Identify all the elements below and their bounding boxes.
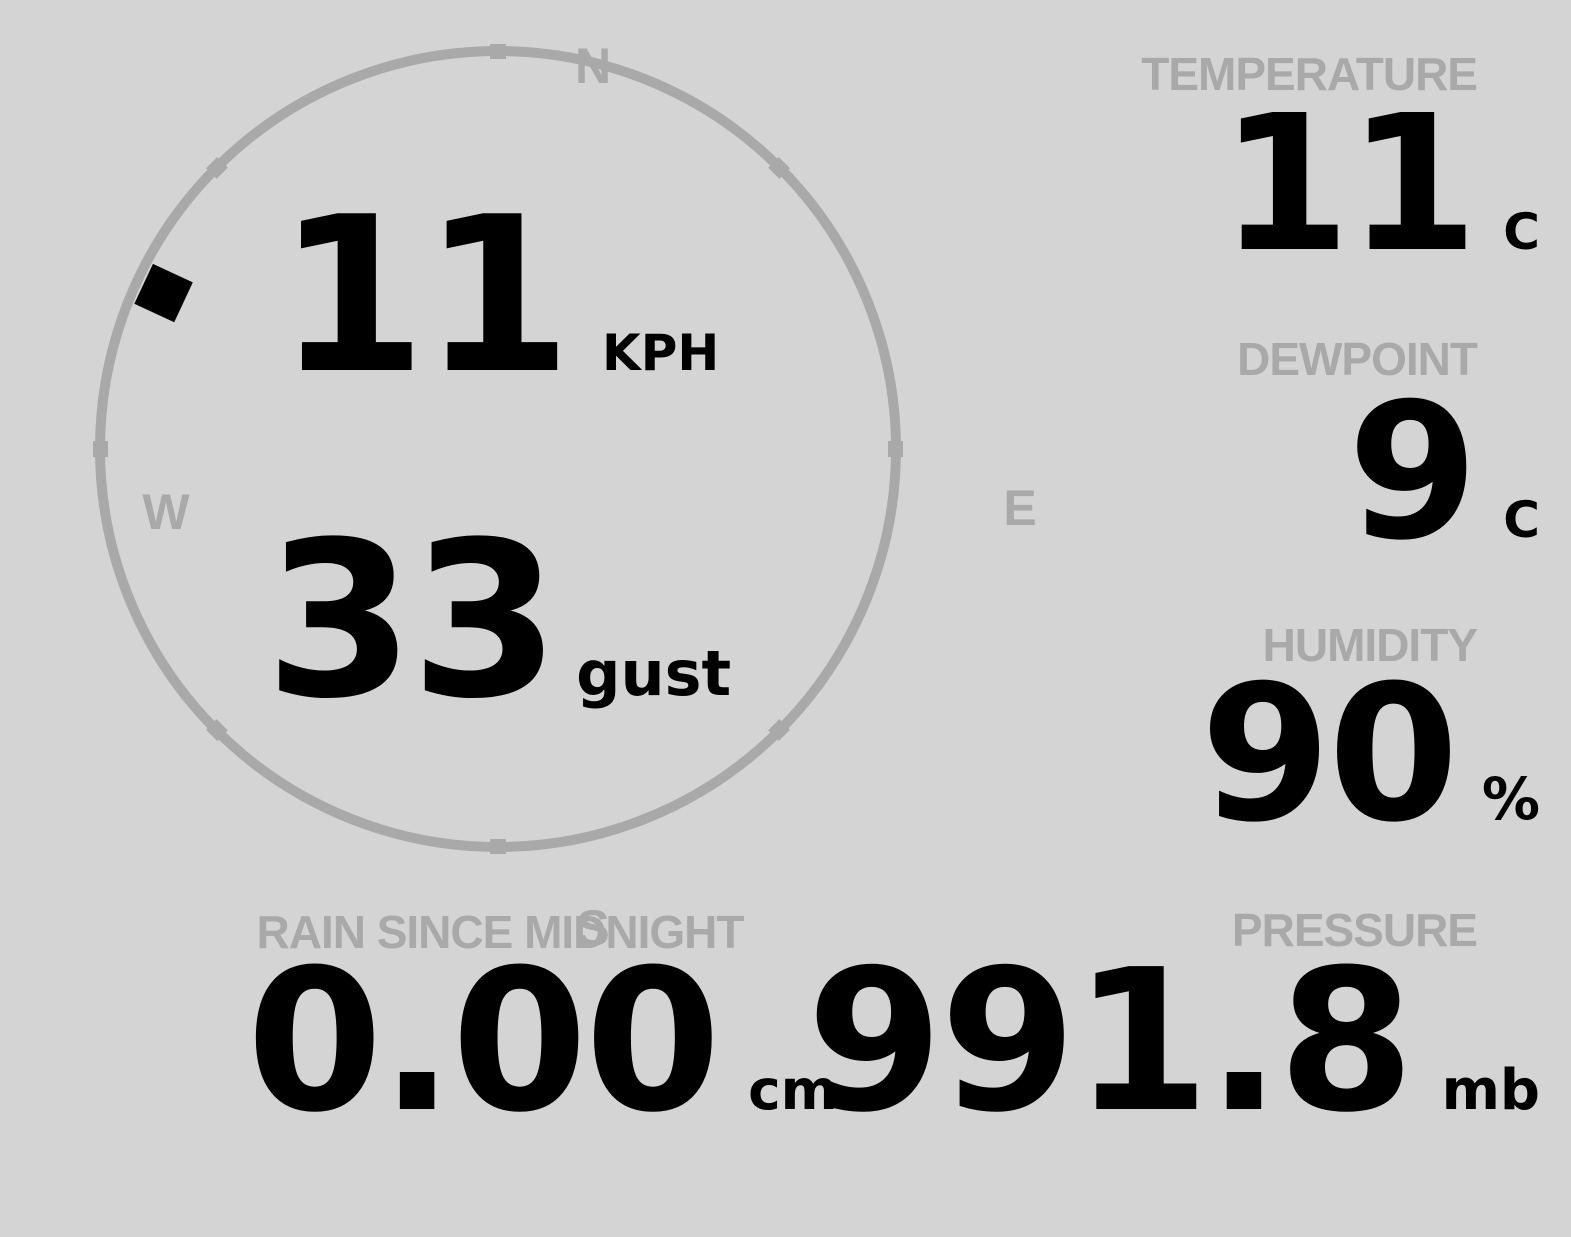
temperature-value: 11 [1219, 75, 1479, 294]
wind-gust-value: 33 [264, 495, 560, 746]
pressure-reading: 991.8 mb [807, 944, 1540, 1140]
compass-label-south: S [576, 900, 610, 956]
wind-gust: 33 gust [95, 513, 901, 728]
pressure-label: PRESSURE [1231, 904, 1478, 956]
wind-compass: N E S W 11 KPH 33 gust [93, 41, 1037, 953]
wind-speed: 11 KPH [95, 188, 901, 403]
compass-label-west: W [142, 484, 190, 540]
rain-unit: cm [748, 1058, 838, 1122]
dewpoint-reading: 9 C [1347, 379, 1540, 567]
rain-reading: 0.00 cm [246, 944, 838, 1140]
rain-label: RAIN SINCE MIDNIGHT [256, 906, 745, 958]
humidity-unit: % [1481, 765, 1540, 833]
temperature-reading: 11 C [1220, 91, 1540, 279]
dewpoint-label: DEWPOINT [1237, 333, 1478, 385]
humidity-reading: 90 % [1200, 661, 1540, 849]
pressure-value: 991.8 [806, 928, 1415, 1156]
wind-speed-value: 11 [276, 170, 572, 421]
rain-value: 0.00 [246, 928, 721, 1156]
wind-speed-unit: KPH [601, 324, 720, 382]
temperature-label: TEMPERATURE [1141, 48, 1478, 100]
dewpoint-value: 9 [1347, 363, 1478, 582]
compass-tick-northwest [95, 44, 901, 852]
humidity-label: HUMIDITY [1262, 619, 1478, 671]
temperature-unit: C [1503, 203, 1540, 261]
compass-label-north: N [574, 38, 612, 94]
humidity-value: 90 [1200, 645, 1459, 864]
compass-label-east: E [1003, 480, 1037, 536]
dewpoint-unit: C [1503, 491, 1540, 549]
tick-mark [490, 44, 506, 59]
wind-gust-unit: gust [576, 637, 732, 710]
pressure-unit: mb [1441, 1058, 1540, 1123]
